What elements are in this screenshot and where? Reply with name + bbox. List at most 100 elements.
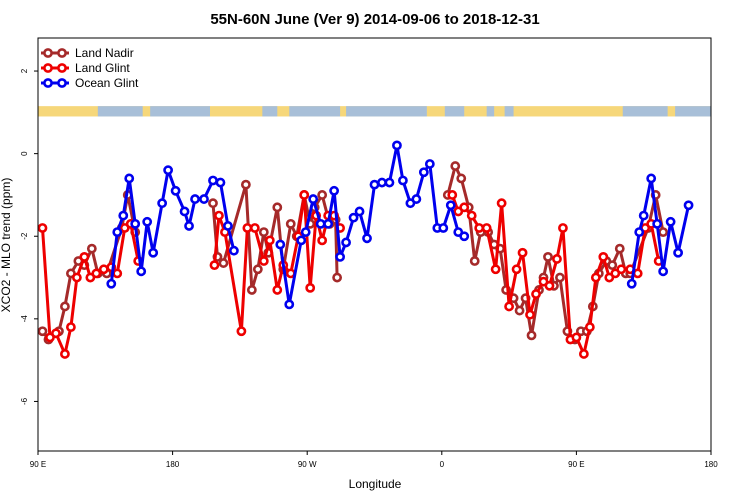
data-point — [418, 167, 429, 178]
legend-marker — [43, 48, 53, 58]
data-point — [392, 140, 402, 151]
series-land-glint — [37, 190, 664, 359]
data-point — [555, 272, 565, 283]
series-land-nadir — [37, 161, 669, 345]
data-point — [578, 349, 589, 359]
data-point — [86, 243, 97, 254]
data-point — [66, 322, 76, 332]
legend-marker — [57, 78, 67, 88]
data-point — [335, 251, 346, 262]
band-ocean — [444, 106, 465, 117]
data-point — [332, 272, 343, 283]
data-point — [474, 223, 485, 233]
data-point — [598, 251, 609, 262]
x-tick-label: 180 — [704, 460, 718, 469]
data-point — [626, 278, 637, 289]
band-ocean — [486, 106, 495, 117]
data-point — [584, 322, 595, 332]
legend-label: Land Nadir — [75, 46, 134, 60]
chart-title: 55N-60N June (Ver 9) 2014-09-06 to 2018-… — [210, 11, 539, 28]
series-layer — [37, 140, 694, 359]
y-tick-label: -4 — [20, 315, 29, 323]
band-ocean — [504, 106, 514, 117]
data-point — [652, 218, 663, 229]
data-point — [543, 251, 553, 262]
series-line — [446, 164, 665, 341]
data-point — [614, 243, 625, 254]
data-point — [91, 268, 102, 279]
data-point — [525, 309, 535, 320]
legend-marker — [43, 78, 53, 88]
data-point — [229, 245, 239, 256]
data-point — [215, 177, 226, 188]
data-point — [148, 247, 159, 258]
data-point — [242, 223, 253, 233]
data-point — [616, 264, 627, 275]
data-point — [558, 223, 568, 233]
data-point — [447, 190, 458, 200]
data-point — [490, 264, 501, 275]
data-point — [60, 301, 70, 312]
data-point — [673, 247, 683, 258]
data-point — [459, 202, 470, 213]
y-tick-label: -6 — [20, 397, 29, 405]
data-point — [411, 194, 422, 204]
band-ocean — [289, 106, 341, 117]
data-point — [377, 177, 387, 188]
data-point — [236, 326, 247, 337]
legend-item: Land Glint — [41, 61, 130, 75]
data-point — [317, 235, 328, 246]
data-point — [683, 200, 694, 211]
data-point — [112, 227, 123, 238]
data-point — [305, 282, 316, 293]
data-point — [632, 268, 643, 279]
data-point — [209, 260, 220, 271]
data-point — [179, 206, 190, 217]
legend-label: Land Glint — [75, 61, 130, 75]
data-point — [214, 210, 224, 221]
data-point — [638, 210, 649, 221]
data-point — [252, 264, 263, 275]
data-point — [130, 218, 141, 229]
band-ocean — [97, 106, 143, 117]
data-point — [398, 175, 408, 186]
data-point — [544, 280, 555, 291]
x-axis: 90 E 180 90 W 0 90 E 180 — [30, 451, 718, 469]
data-point — [531, 289, 541, 299]
band-ocean — [675, 106, 711, 117]
data-point — [354, 206, 365, 217]
data-point — [106, 278, 117, 289]
data-point — [459, 231, 470, 242]
data-point — [275, 239, 286, 250]
data-point — [607, 260, 618, 271]
y-tick-label: 0 — [20, 151, 29, 156]
data-point — [51, 328, 61, 339]
data-point — [323, 218, 334, 229]
data-point — [285, 218, 296, 229]
series-ocean-glint — [106, 140, 694, 310]
data-point — [466, 210, 477, 221]
legend-item: Ocean Glint — [41, 76, 139, 90]
legend-marker — [57, 48, 67, 58]
data-point — [223, 221, 233, 231]
legend-label: Ocean Glint — [75, 76, 139, 90]
data-point — [184, 221, 194, 231]
data-point — [208, 175, 218, 186]
data-point — [658, 266, 669, 277]
data-point — [299, 190, 310, 200]
data-point — [112, 268, 123, 279]
land-sea-band — [38, 106, 711, 117]
data-point — [341, 237, 351, 248]
data-point — [445, 200, 456, 211]
legend-item: Land Nadir — [41, 46, 134, 60]
data-point — [315, 218, 326, 229]
plot-frame — [37, 37, 712, 452]
data-point — [438, 223, 449, 233]
data-point — [496, 198, 507, 209]
data-point — [258, 256, 269, 266]
y-axis-label: XCO2 - MLO trend (ppm) — [0, 178, 13, 313]
band-ocean — [346, 106, 427, 117]
legend-marker — [43, 63, 53, 73]
x-tick-label: 0 — [440, 460, 445, 469]
